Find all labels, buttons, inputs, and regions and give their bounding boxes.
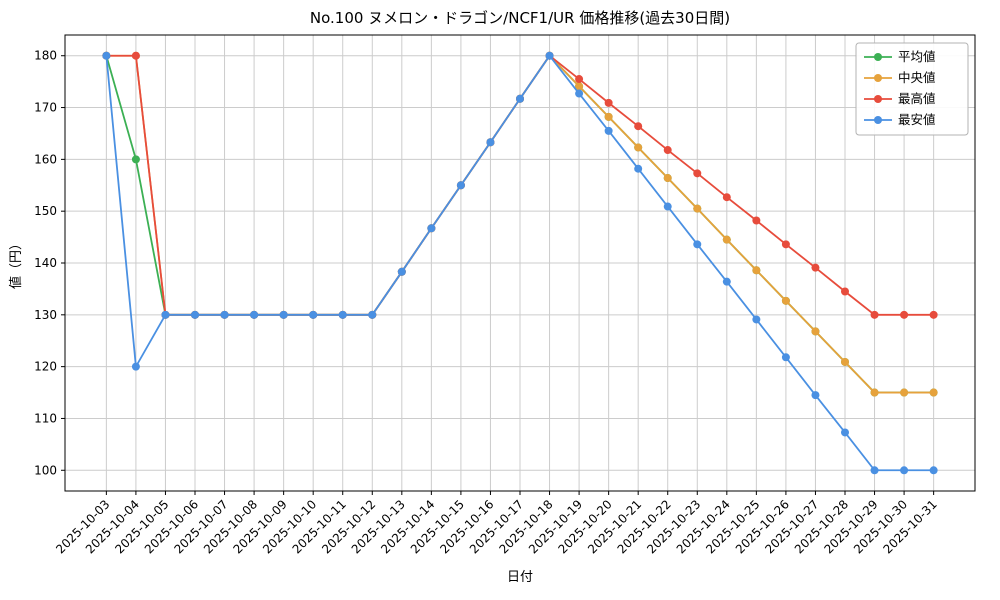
legend-label-max: 最高値 (898, 91, 936, 106)
series-median-marker (752, 266, 761, 275)
legend-swatch-marker (874, 116, 882, 124)
series-median-marker (693, 204, 702, 213)
y-tick-label: 100 (34, 463, 57, 477)
series-min-marker (693, 240, 702, 249)
series-min-marker (781, 353, 790, 362)
series-min-marker (575, 89, 584, 98)
series-max-marker (781, 240, 790, 249)
series-max-marker (575, 75, 584, 84)
series-median-marker (663, 174, 672, 183)
series-min-marker (131, 362, 140, 371)
series-median-marker (900, 388, 909, 397)
series-min-marker (368, 310, 377, 319)
y-tick-label: 180 (34, 49, 57, 63)
series-min-marker (722, 277, 731, 286)
y-tick-label: 140 (34, 256, 57, 270)
series-median-marker (575, 82, 584, 91)
series-min-marker (634, 164, 643, 173)
series-median-marker (634, 143, 643, 152)
series-min-marker (545, 51, 554, 60)
legend-label-min: 最安値 (898, 112, 936, 127)
series-min-marker (663, 202, 672, 211)
series-min-marker (516, 94, 524, 103)
series-min-marker (841, 428, 849, 437)
grid-lines (65, 35, 975, 491)
series-median-marker (604, 112, 613, 121)
series-median-marker (722, 235, 731, 244)
series-min-marker (191, 310, 199, 319)
y-axis-label: 値（円） (8, 237, 24, 289)
series-min-marker (161, 310, 170, 319)
y-tick-label: 150 (34, 204, 57, 218)
legend-swatch-marker (874, 95, 882, 103)
tick-labels: 1001101201301401501601701802025-10-03202… (34, 49, 940, 557)
series-min-marker (309, 310, 318, 319)
axis-ticks (61, 55, 935, 495)
series-max-marker (900, 310, 909, 319)
series-min-marker (870, 466, 879, 475)
series-min-marker (102, 51, 111, 60)
series-max-marker (870, 310, 879, 319)
series-min-marker (752, 315, 761, 324)
series-max-marker (131, 51, 140, 60)
y-tick-label: 120 (34, 360, 57, 374)
series-max-marker (663, 146, 672, 155)
series-min-marker (279, 310, 288, 319)
series-max-marker (929, 310, 938, 319)
series-min-marker (338, 310, 347, 319)
series-max-marker (634, 122, 643, 131)
y-tick-label: 130 (34, 308, 57, 322)
legend-swatch-marker (874, 74, 882, 82)
series-max-marker (693, 169, 702, 178)
series-min-marker (427, 224, 436, 233)
series-median-marker (811, 327, 820, 336)
legend-label-median: 中央値 (898, 70, 936, 85)
series-median-marker (870, 388, 879, 397)
series-median-marker (929, 388, 938, 397)
series-mean-marker (131, 155, 140, 164)
series-min-marker (604, 126, 613, 135)
y-tick-label: 160 (34, 152, 57, 166)
series-min-marker (486, 138, 495, 147)
series-min-marker (929, 466, 938, 475)
series-min (102, 51, 938, 475)
series-min-marker (220, 310, 229, 319)
series-min-marker (456, 181, 465, 190)
x-axis-label: 日付 (507, 570, 533, 585)
series-min-marker (250, 310, 259, 319)
series-min-marker (397, 267, 406, 276)
series-median-marker (841, 357, 849, 366)
plot-area: 1001101201301401501601701802025-10-03202… (34, 34, 976, 557)
series-min-marker (900, 466, 909, 475)
series-min-marker (811, 391, 820, 400)
series-max-marker (841, 287, 849, 296)
legend-box (855, 42, 969, 136)
series-max-marker (604, 98, 613, 107)
series-max-marker (752, 216, 761, 225)
chart-title: No.100 ヌメロン・ドラゴン/NCF1/UR 価格推移(過去30日間) (310, 9, 730, 27)
series-max-marker (811, 263, 820, 272)
y-tick-label: 110 (34, 411, 57, 425)
legend-swatch-marker (874, 53, 882, 61)
series-max-marker (722, 193, 731, 202)
y-tick-label: 170 (34, 101, 57, 115)
legend-label-mean: 平均値 (898, 49, 936, 64)
series-median-marker (781, 296, 790, 305)
